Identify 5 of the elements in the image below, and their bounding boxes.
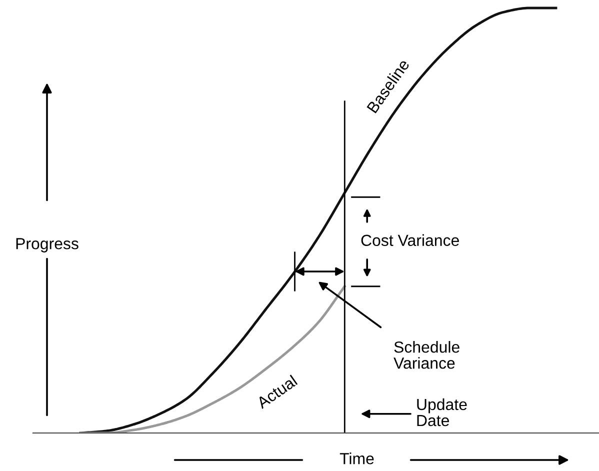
annotation: Schedule Variance [394, 341, 460, 369]
y-axis-title: Progress [16, 238, 78, 252]
annotation: Update Date [417, 398, 467, 426]
x-axis-title: Time [340, 452, 374, 464]
annotation: Cost Variance [361, 234, 459, 246]
